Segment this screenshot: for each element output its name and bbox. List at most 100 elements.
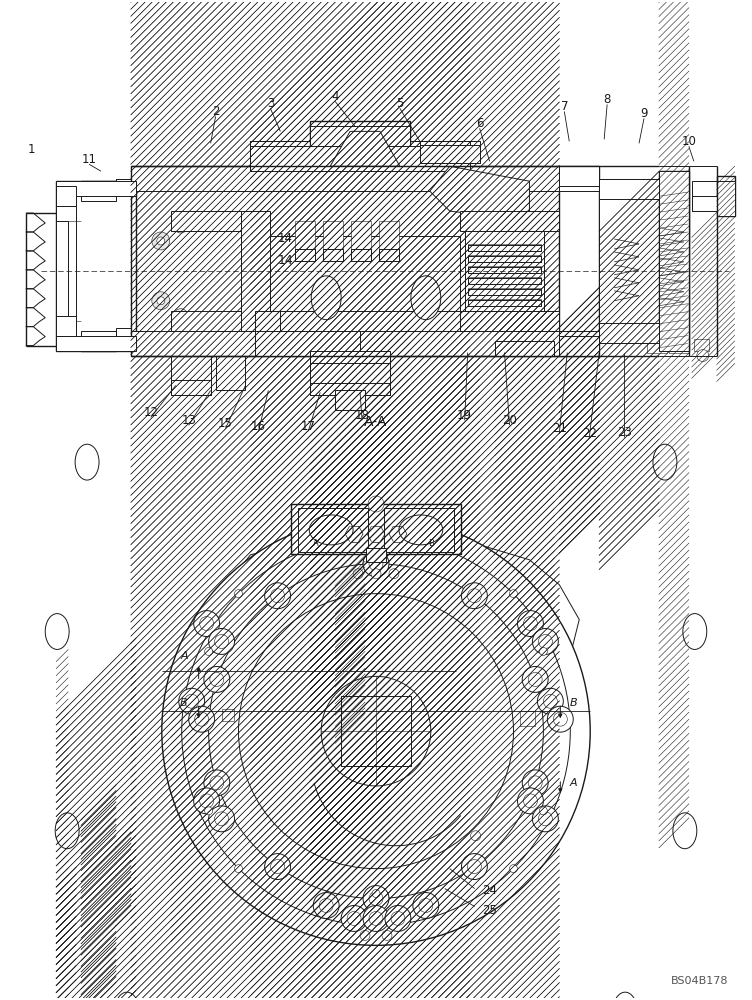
Circle shape xyxy=(385,905,411,931)
Bar xyxy=(420,145,480,163)
Circle shape xyxy=(517,788,544,814)
Ellipse shape xyxy=(399,515,443,545)
Circle shape xyxy=(319,899,333,912)
Circle shape xyxy=(185,694,199,708)
Circle shape xyxy=(419,899,433,912)
Bar xyxy=(56,221,81,321)
Circle shape xyxy=(462,583,487,609)
Circle shape xyxy=(468,860,481,874)
Bar xyxy=(131,331,559,356)
Circle shape xyxy=(238,594,514,869)
Bar xyxy=(520,711,535,726)
Polygon shape xyxy=(171,311,241,331)
Text: 25: 25 xyxy=(482,904,497,917)
Text: 11: 11 xyxy=(81,153,96,166)
Ellipse shape xyxy=(45,614,69,649)
Circle shape xyxy=(314,893,339,918)
Bar xyxy=(241,236,459,311)
Bar xyxy=(692,181,717,211)
Text: 15: 15 xyxy=(218,417,233,430)
Circle shape xyxy=(538,635,553,648)
Circle shape xyxy=(189,706,214,732)
Bar xyxy=(56,181,136,196)
Text: BS04B178: BS04B178 xyxy=(672,976,729,986)
Circle shape xyxy=(235,590,242,598)
Bar xyxy=(323,249,343,261)
Bar xyxy=(379,221,399,261)
Bar xyxy=(56,316,76,336)
Circle shape xyxy=(341,905,367,931)
Circle shape xyxy=(199,617,214,631)
Circle shape xyxy=(544,694,557,708)
Bar xyxy=(468,288,541,295)
Bar xyxy=(311,383,390,395)
Bar xyxy=(296,221,315,261)
Bar xyxy=(468,266,541,273)
Circle shape xyxy=(363,905,389,931)
Circle shape xyxy=(174,309,188,323)
Text: 18: 18 xyxy=(355,409,369,422)
Circle shape xyxy=(152,292,170,310)
Text: B: B xyxy=(569,698,577,708)
Bar xyxy=(296,249,315,261)
Circle shape xyxy=(547,706,573,732)
Circle shape xyxy=(528,776,542,790)
Circle shape xyxy=(157,237,165,245)
Ellipse shape xyxy=(613,992,637,1000)
Circle shape xyxy=(389,569,399,579)
Text: A: A xyxy=(314,539,319,548)
Bar xyxy=(717,181,735,216)
Circle shape xyxy=(369,911,383,925)
Circle shape xyxy=(532,806,558,832)
Bar xyxy=(647,338,667,353)
Circle shape xyxy=(214,812,229,826)
Bar xyxy=(468,278,541,284)
Polygon shape xyxy=(241,211,271,331)
Ellipse shape xyxy=(411,276,441,320)
Bar xyxy=(216,351,245,390)
Circle shape xyxy=(194,611,220,636)
Text: 3: 3 xyxy=(267,97,274,110)
Text: 20: 20 xyxy=(502,414,517,427)
Bar xyxy=(495,326,554,356)
Bar xyxy=(351,249,371,261)
Circle shape xyxy=(182,537,570,925)
Circle shape xyxy=(413,893,438,918)
Circle shape xyxy=(391,911,405,925)
Bar xyxy=(291,504,461,554)
Circle shape xyxy=(162,517,590,945)
Bar xyxy=(56,336,136,351)
Bar xyxy=(81,331,116,351)
Circle shape xyxy=(697,350,709,362)
Text: 8: 8 xyxy=(603,93,611,106)
Circle shape xyxy=(199,794,214,808)
Bar xyxy=(116,179,131,194)
Bar xyxy=(81,181,116,201)
Circle shape xyxy=(360,930,370,940)
Bar xyxy=(468,267,541,273)
Text: 24: 24 xyxy=(482,884,497,897)
Circle shape xyxy=(174,219,188,233)
Circle shape xyxy=(194,788,220,814)
Circle shape xyxy=(205,807,213,815)
Circle shape xyxy=(510,590,517,598)
Circle shape xyxy=(208,806,235,832)
Circle shape xyxy=(210,776,224,790)
Bar xyxy=(468,255,541,262)
Circle shape xyxy=(523,794,538,808)
Circle shape xyxy=(204,666,230,692)
Circle shape xyxy=(371,569,381,579)
Bar xyxy=(335,390,365,410)
Polygon shape xyxy=(171,211,241,231)
Bar xyxy=(116,328,131,343)
Bar xyxy=(692,196,717,211)
Bar xyxy=(468,244,541,251)
Text: 14: 14 xyxy=(277,254,293,267)
Text: 4: 4 xyxy=(332,90,339,103)
Text: A-A: A-A xyxy=(364,415,388,429)
Circle shape xyxy=(265,854,290,880)
Text: A: A xyxy=(181,651,189,661)
Bar xyxy=(559,336,599,356)
Circle shape xyxy=(347,911,361,925)
Bar xyxy=(171,351,211,395)
